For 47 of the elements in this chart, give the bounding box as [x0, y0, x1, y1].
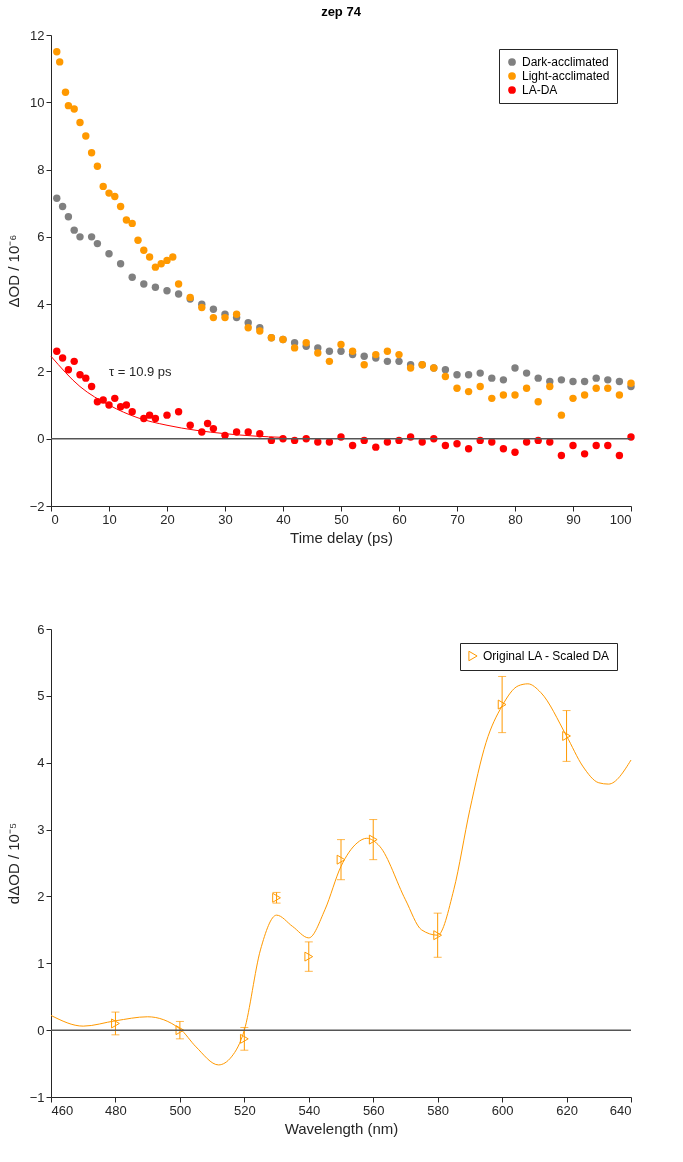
y-tick-label: 12: [30, 27, 45, 43]
x-tick-label: 70: [450, 511, 465, 527]
x-tick-label: 50: [334, 511, 349, 527]
y-tick-label: 3: [37, 822, 45, 838]
y-tick-label: 2: [37, 363, 45, 379]
y-axis-title: ΔOD / 10⁻⁶: [4, 234, 22, 308]
y-tick-label: 10: [30, 94, 45, 110]
legend-label: LA-DA: [522, 83, 558, 97]
x-tick-label: 40: [276, 511, 291, 527]
x-tick-label: 100: [609, 511, 632, 527]
x-tick-label: 30: [218, 511, 233, 527]
legend-label: Original LA - Scaled DA: [483, 649, 610, 663]
chart-title: zep 74: [321, 4, 362, 19]
x-tick-label: 540: [298, 1102, 321, 1118]
x-tick-label: 10: [102, 511, 117, 527]
x-tick-label: 640: [609, 1102, 632, 1118]
y-tick-label: 0: [37, 431, 45, 447]
x-tick-label: 0: [51, 511, 59, 527]
y-tick-label: 4: [37, 755, 45, 771]
y-tick-label: 5: [37, 688, 45, 704]
x-tick-label: 460: [51, 1102, 74, 1118]
y-tick-label: 4: [37, 296, 45, 312]
annotation: τ = 10.9 ps: [109, 364, 173, 379]
x-tick-label: 620: [556, 1102, 578, 1118]
x-tick-label: 580: [427, 1102, 450, 1118]
y-tick-label: 8: [37, 162, 45, 178]
x-tick-label: 600: [491, 1102, 514, 1118]
x-tick-label: 20: [160, 511, 175, 527]
x-axis-title: Wavelength (nm): [284, 1119, 399, 1137]
y-tick-label: 1: [37, 955, 45, 971]
x-tick-label: 60: [392, 511, 407, 527]
x-tick-label: 480: [105, 1102, 127, 1118]
x-tick-label: 90: [566, 511, 581, 527]
y-tick-label: 2: [37, 888, 45, 904]
x-tick-label: 520: [233, 1102, 256, 1118]
legend-label: Light-acclimated: [522, 69, 610, 83]
x-tick-label: 80: [508, 511, 523, 527]
y-tick-label: −2: [29, 498, 45, 514]
y-axis-title: dΔOD / 10⁻⁵: [4, 822, 22, 905]
y-tick-label: 6: [37, 621, 45, 637]
y-tick-label: 0: [37, 1022, 45, 1038]
legend-label: Dark-acclimated: [522, 55, 609, 69]
x-tick-label: 560: [362, 1102, 385, 1118]
y-tick-label: 6: [37, 229, 45, 245]
x-tick-label: 500: [169, 1102, 192, 1118]
x-axis-title: Time delay (ps): [290, 528, 393, 546]
y-tick-label: −1: [29, 1089, 45, 1105]
